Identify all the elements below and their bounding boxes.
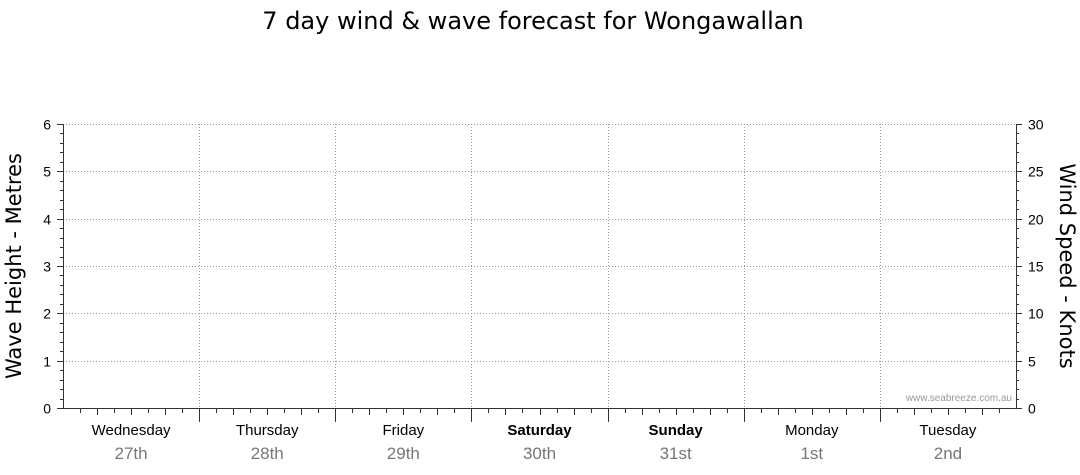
day-name-label: Wednesday [92, 422, 171, 439]
right-tick-label: 25 [1028, 164, 1044, 180]
day-date-label: 29th [387, 444, 420, 463]
axis-tick-labels: 0 1 2 3 4 5 6 0 5 10 15 20 25 30 [43, 117, 1044, 417]
left-tick-label: 4 [43, 212, 51, 228]
right-tick-label: 10 [1028, 306, 1044, 322]
day-name-label: Monday [785, 422, 839, 439]
watermark: www.seabreeze.com.au [905, 393, 1012, 404]
left-tick-label: 3 [43, 259, 51, 275]
day-name-label: Thursday [236, 422, 299, 439]
left-tick-label: 0 [43, 401, 51, 417]
right-tick-label: 20 [1028, 212, 1044, 228]
day-name-label: Tuesday [919, 422, 976, 439]
day-name-label: Friday [383, 422, 425, 439]
chart-title: 7 day wind & wave forecast for Wongawall… [262, 7, 803, 35]
day-date-label: 1st [800, 444, 823, 463]
left-tick-label: 2 [43, 306, 51, 322]
day-date-label: 2nd [934, 444, 962, 463]
left-axis-title: Wave Height - Metres [2, 153, 26, 379]
right-tick-label: 0 [1028, 401, 1036, 417]
day-date-label: 30th [523, 444, 556, 463]
day-name-label: Saturday [507, 422, 572, 439]
day-date-label: 31st [660, 444, 692, 463]
right-tick-label: 30 [1028, 117, 1044, 133]
day-date-label: 27th [115, 444, 148, 463]
right-axis-title: Wind Speed - Knots [1055, 163, 1079, 368]
day-date-label: 28th [251, 444, 284, 463]
right-tick-label: 5 [1028, 354, 1036, 370]
day-name-label: Sunday [649, 422, 704, 439]
left-tick-label: 1 [43, 354, 51, 370]
axis-ticks [57, 124, 1022, 422]
gridlines [63, 124, 1016, 408]
left-tick-label: 6 [43, 117, 51, 133]
day-labels: Wednesday 27th Thursday 28th Friday 29th Satur… [92, 422, 977, 463]
right-tick-label: 15 [1028, 259, 1044, 275]
left-tick-label: 5 [43, 164, 51, 180]
